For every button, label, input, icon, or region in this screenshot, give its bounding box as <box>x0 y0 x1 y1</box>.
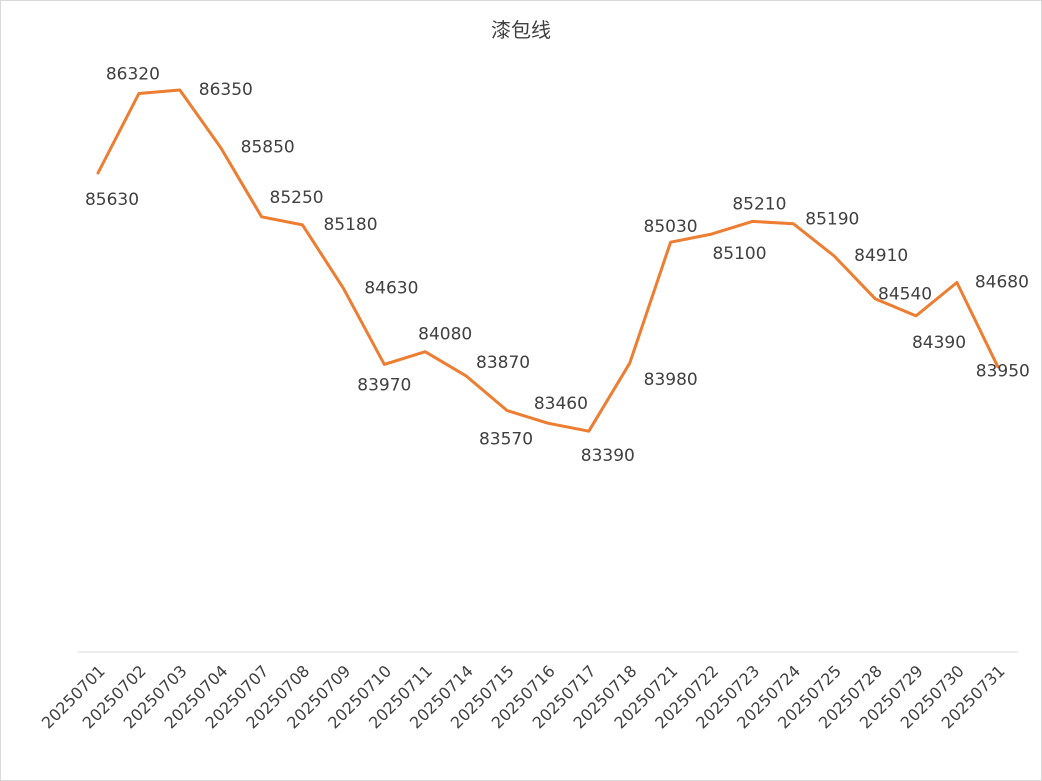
drop-lines <box>97 90 999 632</box>
data-label: 85850 <box>241 138 295 158</box>
data-label: 84630 <box>364 278 418 298</box>
data-label: 86320 <box>106 65 160 85</box>
data-label: 85250 <box>270 188 324 208</box>
data-label: 83390 <box>581 446 635 466</box>
data-label: 84540 <box>878 285 932 305</box>
data-label: 83570 <box>479 430 533 450</box>
data-label: 86350 <box>199 80 253 100</box>
data-labels: 85630 86320 86350 85850 85250 85180 84630 83970… <box>85 65 1030 467</box>
data-label: 83980 <box>644 370 698 390</box>
data-label: 84680 <box>975 273 1029 293</box>
data-label: 85630 <box>85 190 139 210</box>
data-label: 85210 <box>732 194 786 214</box>
data-label: 85190 <box>805 210 859 230</box>
data-label: 84390 <box>912 333 966 353</box>
x-tick-labels: 2025070120250702202507032025070420250707… <box>38 661 1009 732</box>
data-label: 85180 <box>323 215 377 235</box>
data-label: 83970 <box>357 375 411 395</box>
data-label: 83460 <box>534 394 588 414</box>
data-label: 83870 <box>476 353 530 373</box>
series-line <box>96 88 1000 433</box>
data-label: 83950 <box>976 362 1030 382</box>
data-label: 84080 <box>418 325 472 345</box>
data-label: 84910 <box>854 246 908 266</box>
chart-title: 漆包线 <box>491 18 551 42</box>
data-label: 85100 <box>712 244 766 264</box>
data-label: 85030 <box>644 217 698 237</box>
